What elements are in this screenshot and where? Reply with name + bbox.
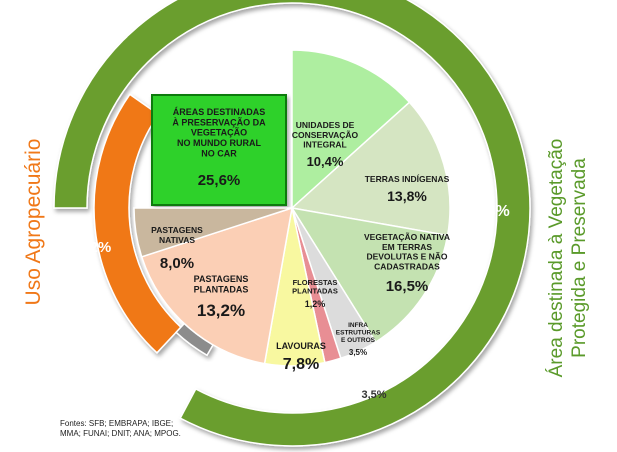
slice-value-pastagens-plantadas: 13,2% bbox=[197, 301, 245, 320]
inner-labels: ÁREAS DESTINADAS À PRESERVAÇÃO DA VEGETAÇÃ… bbox=[151, 107, 450, 373]
slice-label-lavouras: LAVOURAS bbox=[276, 341, 326, 351]
outer-labels: 66,3% 30,2% 3,5% bbox=[69, 203, 510, 401]
slice-label-terras-indigenas: TERRAS INDÍGENAS bbox=[365, 174, 450, 184]
outer-value-other: 3,5% bbox=[361, 389, 386, 401]
slice-label-infra-estruturas-e-outros: INFRA ESTRUTURAS E OUTROS bbox=[336, 322, 381, 344]
right-label-line-1: Área destinada à Vegetação bbox=[546, 138, 567, 378]
inner-pie bbox=[133, 49, 451, 367]
slice-label-areas-destinadas-a-preservacao: ÁREAS DESTINADAS À PRESERVAÇÃO DA VEGETAÇÃ… bbox=[172, 107, 266, 158]
slice-pastagens-plantadas bbox=[140, 206, 293, 365]
slice-label-vegetacao-nativa-em-terras: VEGETAÇÃO NATIVA EM TERRAS DEVOLUTAS E NÃO… bbox=[364, 232, 450, 271]
slice-pastagens-nativas bbox=[133, 207, 293, 258]
slice-label-florestas-plantadas: FLORESTAS PLANTADAS bbox=[292, 278, 338, 296]
slice-value-areas-destinadas-a-preservacao: 25,6% bbox=[198, 172, 241, 189]
slice-value-unidades-de-conservacao-integral: 10,4% bbox=[307, 154, 344, 169]
right-label-line-2: Protegida e Preservada bbox=[569, 158, 590, 358]
slice-value-terras-indigenas: 13,8% bbox=[387, 188, 427, 204]
slice-vegetacao-nativa-em-terras bbox=[290, 206, 449, 344]
outer-segment-agriculture bbox=[93, 93, 182, 354]
slice-terras-indigenas bbox=[290, 101, 451, 237]
slice-value-vegetacao-nativa-em-terras: 16,5% bbox=[386, 278, 429, 295]
outer-value-agriculture: 30,2% bbox=[69, 239, 112, 256]
slice-label-pastagens-nativas: PASTAGENS NATIVAS bbox=[151, 225, 203, 245]
slice-label-unidades-de-conservacao-integral: UNIDADES DE CONSERVAÇÃO INTEGRAL bbox=[292, 120, 359, 150]
slice-label-pastagens-plantadas: PASTAGENS PLANTADAS bbox=[194, 274, 249, 294]
outer-value-vegetation: 66,3% bbox=[464, 203, 509, 220]
slice-unidades-de-conservacao-integral bbox=[291, 49, 411, 210]
left-axis-label: Uso Agropecuário bbox=[22, 138, 45, 306]
slice-areas-destinadas-a-preservacao bbox=[151, 94, 287, 206]
outer-segment-vegetation bbox=[53, 0, 531, 447]
slice-value-florestas-plantadas: 1,2% bbox=[305, 299, 326, 309]
right-axis-label: Área destinada à Vegetação Protegida e P… bbox=[545, 139, 591, 378]
slice-value-pastagens-nativas: 8,0% bbox=[160, 255, 194, 272]
slice-value-infra-estruturas-e-outros: 3,5% bbox=[349, 348, 367, 357]
slice-value-lavouras: 7,8% bbox=[283, 356, 319, 373]
sources-note: Fontes: SFB; EMBRAPA; IBGE; MMA; FUNAI; … bbox=[60, 419, 181, 438]
